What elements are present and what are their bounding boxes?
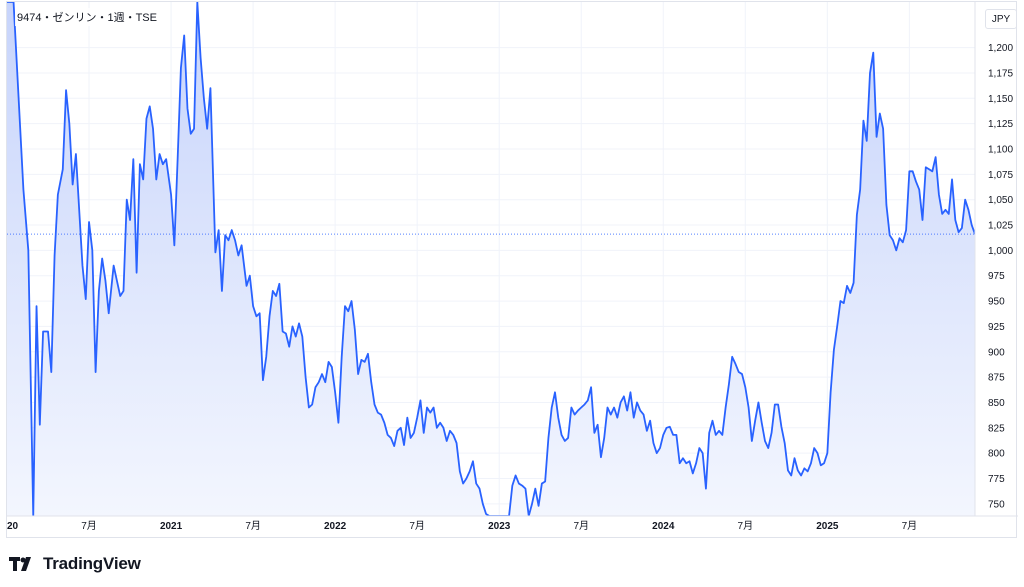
- y-tick-label: 875: [988, 373, 1005, 384]
- price-chart[interactable]: 750 775 800 825 850 875 900 925 950 975 1,000 1,025…: [7, 2, 1018, 539]
- y-tick-label: 1,050: [988, 195, 1013, 206]
- y-tick-label: 1,200: [988, 43, 1013, 54]
- y-tick-label: 750: [988, 499, 1005, 510]
- y-tick-label: 950: [988, 297, 1005, 308]
- x-tick-label: 7月: [81, 520, 97, 532]
- y-tick-label: 900: [988, 347, 1005, 358]
- x-tick-label: 2022: [324, 521, 347, 532]
- chart-frame: 750 775 800 825 850 875 900 925 950 975 1,000 1,025…: [6, 1, 1018, 539]
- x-tick-label: 7月: [573, 520, 589, 532]
- y-tick-label: 850: [988, 398, 1005, 409]
- y-tick-label: 1,000: [988, 246, 1013, 257]
- y-tick-label: 800: [988, 449, 1005, 460]
- x-tick-label: 2024: [652, 521, 675, 532]
- x-tick-label: 2020: [7, 521, 19, 532]
- axes: 750 775 800 825 850 875 900 925 950 975 1,000 1,025…: [7, 2, 1018, 532]
- price-area-fill: [7, 2, 975, 516]
- y-tick-label: 1,150: [988, 94, 1013, 105]
- y-tick-label: 1,175: [988, 68, 1013, 79]
- x-tick-label: 2025: [816, 521, 839, 532]
- y-tick-label: 825: [988, 423, 1005, 434]
- y-tick-label: 1,125: [988, 119, 1013, 130]
- y-tick-label: 1,025: [988, 221, 1013, 232]
- symbol-label: 9474・ゼンリン・1週・TSE: [15, 8, 159, 26]
- x-tick-label: 7月: [409, 520, 425, 532]
- x-tick-label: 7月: [738, 520, 754, 532]
- x-tick-label: 2023: [488, 521, 511, 532]
- x-tick-label: 7月: [902, 520, 918, 532]
- brand-name: TradingView: [43, 554, 141, 573]
- x-tick-label: 2021: [160, 521, 183, 532]
- y-tick-label: 925: [988, 322, 1005, 333]
- price-line[interactable]: [7, 2, 975, 516]
- tradingview-logo[interactable]: TradingView: [9, 554, 141, 574]
- x-tick-label: 7月: [245, 520, 261, 532]
- y-tick-label: 1,100: [988, 145, 1013, 156]
- currency-button[interactable]: JPY: [985, 9, 1017, 29]
- y-tick-label: 1,075: [988, 170, 1013, 181]
- tradingview-mark-icon: [9, 557, 31, 571]
- y-tick-label: 975: [988, 271, 1005, 282]
- y-tick-label: 775: [988, 474, 1005, 485]
- series-layer: [7, 2, 975, 516]
